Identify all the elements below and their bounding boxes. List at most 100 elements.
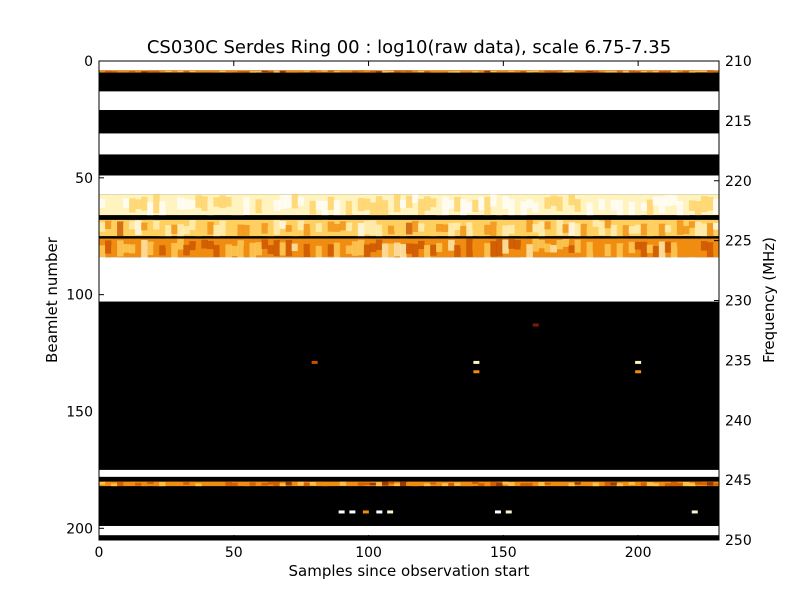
heatmap-cell [393, 194, 401, 213]
heatmap-cell [261, 70, 269, 73]
heatmap-cell [381, 223, 389, 233]
heatmap-cell [544, 221, 551, 230]
heatmap-cell [538, 71, 545, 73]
heatmap-cell [580, 483, 588, 486]
heatmap-cell [165, 238, 172, 249]
heatmap-cell [472, 221, 479, 231]
heatmap-cell [327, 221, 335, 232]
heatmap-cell [532, 238, 539, 252]
heatmap-cell [225, 481, 232, 487]
heatmap-cell [345, 200, 353, 217]
heatmap-cell [339, 197, 347, 216]
y2-tick-label: 225 [725, 234, 752, 250]
heatmap-cell [297, 241, 305, 256]
heatmap-cell [550, 70, 557, 73]
heatmap-cell [538, 240, 545, 249]
heatmap-cell [285, 239, 293, 257]
heatmap-cell [436, 243, 443, 253]
heatmap-cell [255, 221, 263, 233]
heatmap-cell [616, 483, 624, 487]
heatmap-cell [634, 201, 642, 220]
heatmap-cell [712, 198, 719, 214]
heatmap-cell [430, 225, 437, 238]
heatmap-cell [219, 220, 226, 236]
heatmap-hotspot [635, 360, 642, 364]
heatmap-cell [165, 201, 172, 211]
heatmap-cell [424, 196, 431, 211]
heatmap-cell [201, 221, 208, 230]
heatmap-cell [315, 223, 323, 233]
heatmap-band [99, 525, 719, 536]
y-tick-label: 100 [66, 288, 93, 304]
heatmap-cell [261, 239, 269, 249]
heatmap-cell [472, 199, 479, 212]
heatmap-cell [634, 241, 642, 250]
heatmap-cell [664, 225, 672, 233]
heatmap-cell [658, 241, 666, 260]
heatmap-cell [556, 70, 563, 72]
heatmap-cell [604, 243, 612, 257]
heatmap-cell [682, 242, 690, 253]
heatmap-cell [418, 70, 425, 73]
heatmap-cell [333, 242, 341, 261]
heatmap-cell [147, 224, 154, 235]
heatmap-hotspot [473, 370, 480, 374]
heatmap-cell [231, 482, 238, 488]
heatmap-cell [369, 482, 377, 486]
heatmap-cell [357, 70, 365, 72]
heatmap-cell [219, 240, 226, 259]
heatmap-cell [574, 199, 582, 212]
y-axis-left: 0 50 100 150 200 [66, 54, 104, 537]
heatmap-cell [526, 199, 533, 209]
heatmap-cell [502, 70, 509, 72]
heatmap-cell [141, 482, 148, 487]
y2-axis-title: Frequency (MHz) [760, 237, 778, 363]
heatmap-cell [664, 483, 672, 488]
heatmap-cell [267, 226, 275, 240]
heatmap-cell [393, 483, 401, 487]
heatmap-cell [273, 481, 281, 487]
heatmap-band [99, 91, 719, 111]
heatmap-cell [490, 221, 497, 237]
heatmap-cell [183, 71, 190, 73]
heatmap-hotspot [362, 510, 369, 514]
heatmap-cell [363, 244, 371, 261]
heatmap-cell [117, 240, 124, 257]
heatmap-cell [652, 245, 660, 258]
heatmap-cell [135, 199, 142, 210]
heatmap-cell [195, 222, 202, 238]
heatmap-cell [333, 71, 341, 73]
heatmap-cell [261, 482, 269, 486]
heatmap-cell [532, 70, 539, 72]
y-tick-label: 50 [75, 171, 93, 187]
heatmap-cell [454, 222, 461, 230]
heatmap-cell [610, 482, 618, 486]
heatmap-cell [249, 196, 257, 215]
heatmap-cell [706, 223, 714, 239]
heatmap-cell [634, 483, 642, 486]
heatmap-cell [273, 70, 281, 73]
heatmap-cell [556, 482, 563, 486]
heatmap-cell [273, 240, 281, 257]
heatmap-cell [472, 481, 479, 484]
heatmap-cell [526, 70, 533, 73]
heatmap-cell [285, 225, 293, 232]
heatmap-hotspot [376, 510, 383, 514]
heatmap-cell [694, 481, 702, 485]
heatmap-cell [225, 70, 232, 73]
heatmap-cell [327, 196, 335, 211]
heatmap-cell [580, 223, 588, 241]
heatmap-cell [189, 70, 196, 73]
heatmap-cell [267, 197, 275, 209]
heatmap-cell [123, 482, 130, 486]
heatmap-cell [171, 481, 178, 485]
heatmap-cell [231, 70, 238, 73]
heatmap-cell [273, 220, 281, 235]
y2-tick-label: 245 [725, 473, 752, 489]
heatmap-cell [399, 225, 407, 242]
heatmap-cell [129, 70, 136, 73]
heatmap-band [99, 154, 719, 176]
heatmap-cell [466, 201, 473, 214]
heatmap-cell [472, 241, 479, 252]
heatmap-cell [418, 223, 425, 232]
